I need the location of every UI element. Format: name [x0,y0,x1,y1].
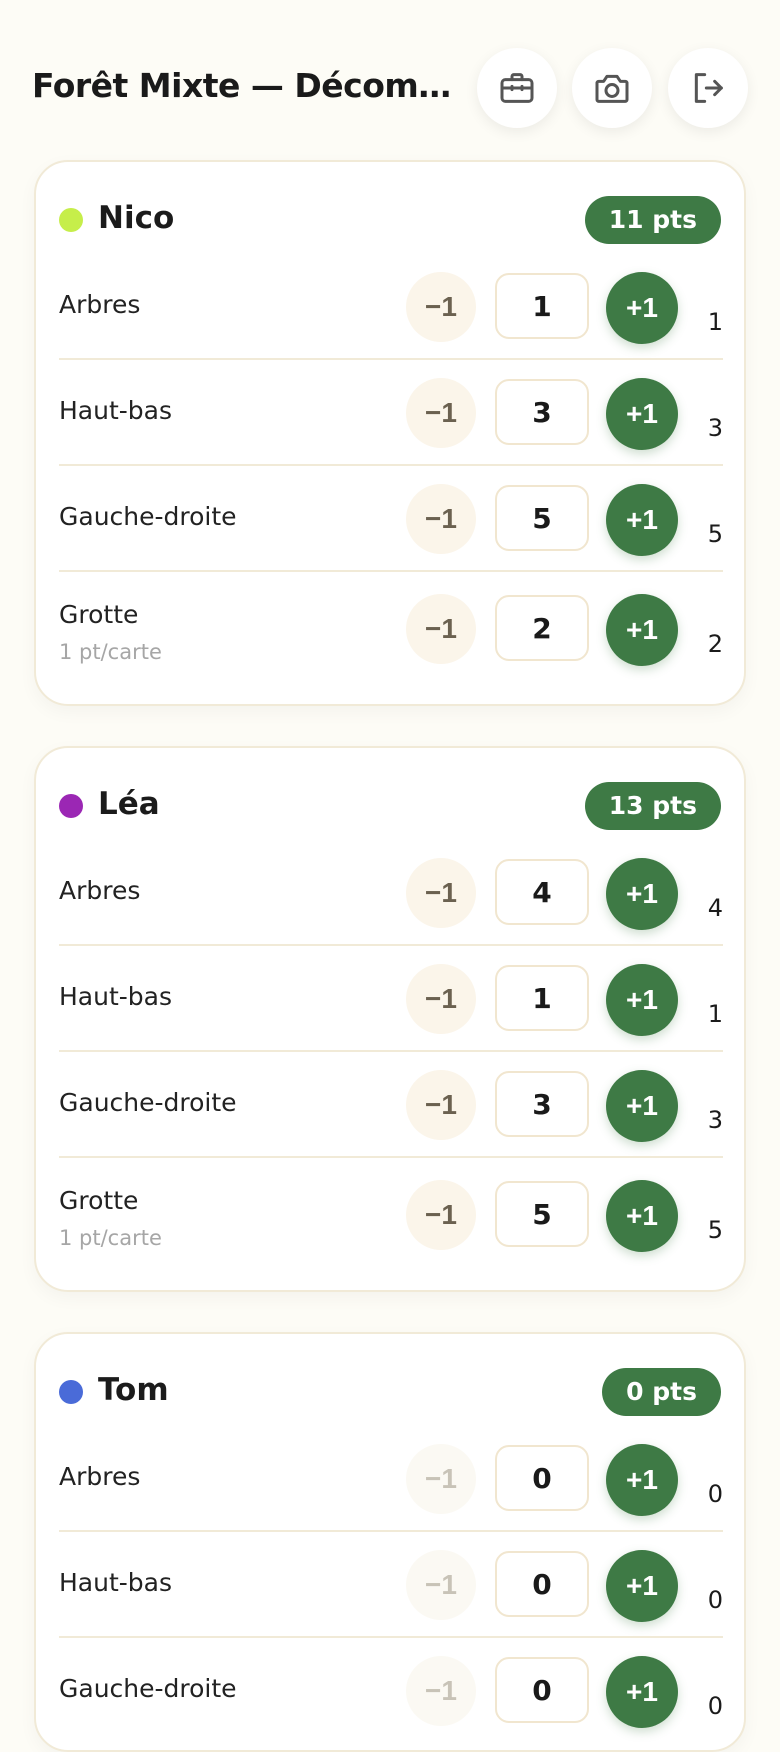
decrement-button[interactable]: −1 [406,1550,476,1620]
count-input[interactable]: 2 [495,595,589,661]
count-input[interactable]: 3 [495,1071,589,1137]
increment-button[interactable]: +1 [606,964,678,1036]
row-score: 2 [707,630,723,658]
score-row: Grotte 1 pt/carte −1 5 +1 5 [59,1162,723,1268]
player-name: Nico [98,200,175,236]
row-score: 3 [707,414,723,442]
page-title: Forêt Mixte — Décompte des points [32,66,457,105]
row-sublabel: 1 pt/carte [59,640,162,664]
row-label: Grotte [59,600,139,629]
count-input[interactable]: 4 [495,859,589,925]
app-header: Forêt Mixte — Décompte des points [0,0,780,150]
score-row: Gauche-droite −1 5 +1 5 [59,466,723,572]
increment-button[interactable]: +1 [606,1180,678,1252]
increment-button[interactable]: +1 [606,1656,678,1728]
count-input[interactable]: 1 [495,965,589,1031]
row-score: 0 [707,1480,723,1508]
toolbox-button[interactable] [477,48,557,128]
logout-icon [694,73,723,103]
count-input[interactable]: 0 [495,1657,589,1723]
row-score: 1 [707,308,723,336]
count-input[interactable]: 5 [495,1181,589,1247]
player-color-dot [59,794,83,818]
logout-button[interactable] [668,48,748,128]
count-input[interactable]: 1 [495,273,589,339]
player-name: Léa [98,786,160,822]
count-input[interactable]: 5 [495,485,589,551]
decrement-button[interactable]: −1 [406,272,476,342]
row-label: Gauche-droite [59,502,237,531]
row-label: Haut-bas [59,1568,173,1597]
player-color-dot [59,1380,83,1404]
increment-button[interactable]: +1 [606,378,678,450]
row-label: Arbres [59,876,141,905]
decrement-button[interactable]: −1 [406,964,476,1034]
row-score: 0 [707,1692,723,1720]
row-sublabel: 1 pt/carte [59,1226,162,1250]
score-row: Gauche-droite −1 3 +1 3 [59,1052,723,1158]
increment-button[interactable]: +1 [606,1444,678,1516]
player-card: Nico 11 pts Arbres −1 1 +1 1 Haut-bas −1… [34,160,746,706]
score-row: Arbres −1 0 +1 0 [59,1426,723,1532]
row-score: 5 [707,1216,723,1244]
increment-button[interactable]: +1 [606,1550,678,1622]
increment-button[interactable]: +1 [606,484,678,556]
count-input[interactable]: 0 [495,1445,589,1511]
row-score: 1 [707,1000,723,1028]
score-row: Arbres −1 4 +1 4 [59,840,723,946]
player-points-badge: 11 pts [584,196,721,244]
score-row: Arbres −1 1 +1 1 [59,254,723,360]
score-row: Haut-bas −1 3 +1 3 [59,360,723,466]
player-card: Léa 13 pts Arbres −1 4 +1 4 Haut-bas −1 … [34,746,746,1292]
player-points-badge: 13 pts [584,782,721,830]
player-card: Tom 0 pts Arbres −1 0 +1 0 Haut-bas −1 0… [34,1332,746,1752]
score-row: Haut-bas −1 0 +1 0 [59,1532,723,1638]
player-points-badge: 0 pts [602,1368,721,1416]
row-label: Grotte [59,1186,139,1215]
increment-button[interactable]: +1 [606,272,678,344]
row-label: Haut-bas [59,396,173,425]
increment-button[interactable]: +1 [606,1070,678,1142]
row-label: Haut-bas [59,982,173,1011]
decrement-button[interactable]: −1 [406,484,476,554]
count-input[interactable]: 3 [495,379,589,445]
player-color-dot [59,208,83,232]
camera-button[interactable] [572,48,652,128]
camera-icon [595,74,629,103]
increment-button[interactable]: +1 [606,594,678,666]
score-row: Gauche-droite −1 0 +1 0 [59,1638,723,1744]
player-name: Tom [98,1372,169,1408]
count-input[interactable]: 0 [495,1551,589,1617]
decrement-button[interactable]: −1 [406,378,476,448]
decrement-button[interactable]: −1 [406,1070,476,1140]
decrement-button[interactable]: −1 [406,594,476,664]
row-score: 0 [707,1586,723,1614]
row-score: 3 [707,1106,723,1134]
decrement-button[interactable]: −1 [406,1656,476,1726]
decrement-button[interactable]: −1 [406,858,476,928]
decrement-button[interactable]: −1 [406,1180,476,1250]
score-row: Grotte 1 pt/carte −1 2 +1 2 [59,576,723,682]
decrement-button[interactable]: −1 [406,1444,476,1514]
row-score: 4 [707,894,723,922]
increment-button[interactable]: +1 [606,858,678,930]
row-label: Gauche-droite [59,1674,237,1703]
score-row: Haut-bas −1 1 +1 1 [59,946,723,1052]
row-label: Gauche-droite [59,1088,237,1117]
row-label: Arbres [59,1462,141,1491]
row-label: Arbres [59,290,141,319]
row-score: 5 [707,520,723,548]
toolbox-icon [500,73,534,103]
